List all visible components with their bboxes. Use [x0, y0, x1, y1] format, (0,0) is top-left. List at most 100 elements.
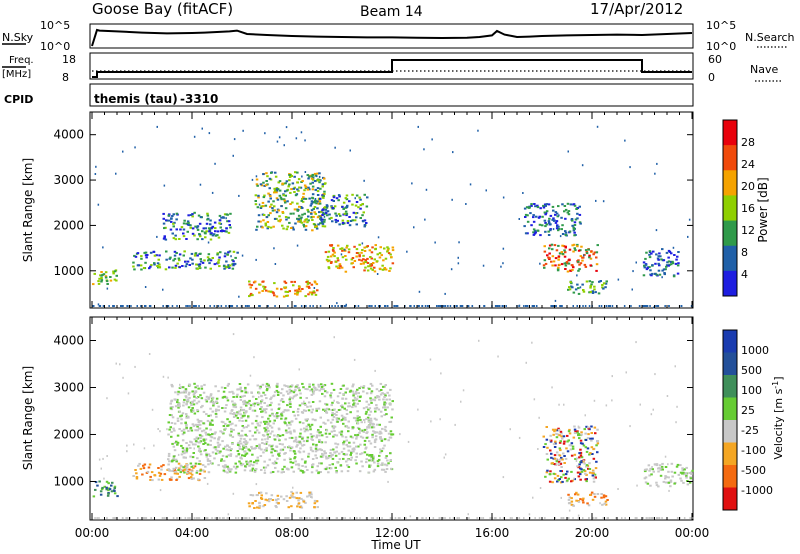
power-echo-cell: [355, 252, 359, 254]
velocity-echo-cell: [380, 432, 383, 435]
velocity-echo-cell: [310, 493, 313, 496]
velocity-echo-cell: [218, 443, 222, 446]
power-echo-cell: [323, 225, 327, 228]
power-echo-cell: [551, 248, 554, 251]
velocity-echo-cell: [309, 389, 312, 392]
velocity-echo-cell: [345, 443, 348, 446]
velocity-echo-cell: [348, 445, 352, 448]
power-echo-cell: [286, 291, 290, 293]
power-scatter-cell: [406, 250, 408, 253]
velocity-echo-cell: [326, 419, 330, 422]
velocity-echo-cell: [307, 452, 311, 455]
power-echo-cell: [261, 201, 265, 204]
velocity-echo-cell: [189, 426, 193, 429]
velocity-echo-cell: [198, 447, 201, 450]
velocity-echo-cell: [169, 426, 172, 429]
power-echo-cell: [172, 222, 175, 225]
velocity-colorbar-tick: 25: [741, 404, 755, 417]
velocity-echo-cell: [184, 388, 188, 391]
power-echo-cell: [198, 233, 201, 235]
velocity-echo-cell: [655, 464, 659, 467]
velocity-echo-cell: [333, 430, 336, 432]
velocity-scatter-cell: [264, 438, 266, 441]
power-echo-cell: [202, 227, 205, 230]
velocity-echo-cell: [208, 423, 212, 426]
velocity-echo-cell: [324, 432, 328, 435]
power-echo-cell: [282, 198, 286, 201]
velocity-echo-cell: [314, 447, 318, 450]
velocity-echo-cell: [241, 454, 244, 457]
velocity-ground-cell: [242, 517, 244, 519]
velocity-echo-cell: [331, 418, 335, 421]
velocity-echo-cell: [180, 414, 183, 417]
power-echo-cell: [662, 259, 666, 262]
velocity-echo-cell: [384, 384, 387, 386]
power-ground-cell: [608, 305, 610, 307]
velocity-echo-cell: [604, 495, 608, 498]
velocity-echo-cell: [177, 406, 180, 409]
velocity-ground-cell: [336, 517, 338, 519]
velocity-echo-cell: [332, 435, 335, 438]
velocity-echo-cell: [347, 405, 350, 408]
velocity-echo-cell: [385, 468, 389, 470]
velocity-echo-cell: [347, 420, 350, 423]
velocity-echo-cell: [318, 389, 321, 392]
power-echo-cell: [193, 211, 196, 214]
velocity-echo-cell: [170, 422, 174, 424]
velocity-echo-cell: [206, 459, 210, 462]
velocity-echo-cell: [354, 459, 357, 462]
power-echo-cell: [217, 258, 221, 261]
power-echo-cell: [218, 219, 222, 222]
velocity-echo-cell: [297, 387, 301, 389]
velocity-echo-cell: [588, 468, 592, 470]
power-ground-cell: [410, 305, 412, 307]
power-echo-cell: [386, 249, 390, 252]
power-ground-cell: [287, 305, 289, 307]
power-echo-cell: [185, 238, 188, 240]
velocity-echo-cell: [239, 395, 242, 398]
velocity-echo-cell: [363, 443, 366, 446]
velocity-echo-cell: [184, 456, 187, 459]
velocity-echo-cell: [676, 463, 680, 466]
power-echo-cell: [524, 232, 528, 235]
power-echo-cell: [199, 258, 202, 261]
velocity-echo-cell: [202, 422, 205, 425]
velocity-echo-cell: [288, 445, 291, 448]
velocity-echo-cell: [580, 461, 583, 464]
velocity-echo-cell: [288, 398, 291, 401]
velocity-echo-cell: [664, 476, 668, 478]
velocity-scatter-cell: [370, 459, 373, 461]
velocity-echo-cell: [171, 385, 174, 388]
velocity-echo-cell: [193, 395, 196, 398]
velocity-echo-cell: [691, 469, 694, 472]
velocity-echo-cell: [187, 406, 191, 409]
velocity-echo-cell: [335, 434, 339, 437]
power-colorbar-band: [723, 270, 737, 297]
power-echo-cell: [228, 250, 232, 253]
power-echo-cell: [533, 232, 537, 235]
velocity-echo-cell: [680, 479, 683, 482]
velocity-echo-cell: [324, 402, 327, 405]
power-echo-cell: [359, 262, 363, 265]
power-echo-cell: [218, 222, 221, 225]
velocity-echo-cell: [323, 450, 326, 453]
power-echo-cell: [644, 257, 647, 260]
velocity-echo-cell: [276, 434, 280, 437]
velocity-echo-cell: [646, 482, 650, 485]
power-echo-cell: [321, 183, 325, 186]
power-echo-cell: [677, 251, 680, 253]
velocity-echo-cell: [325, 403, 329, 406]
velocity-echo-cell: [168, 414, 172, 416]
power-echo-cell: [379, 246, 382, 249]
velocity-echo-cell: [579, 473, 582, 476]
power-echo-cell: [557, 227, 561, 230]
power-echo-cell: [357, 206, 360, 209]
velocity-echo-cell: [99, 493, 103, 496]
power-echo-cell: [334, 212, 337, 215]
velocity-echo-cell: [303, 402, 307, 405]
velocity-echo-cell: [181, 469, 185, 472]
power-echo-cell: [668, 250, 672, 253]
velocity-echo-cell: [312, 383, 315, 386]
velocity-echo-cell: [344, 436, 348, 439]
velocity-echo-cell: [267, 423, 270, 426]
